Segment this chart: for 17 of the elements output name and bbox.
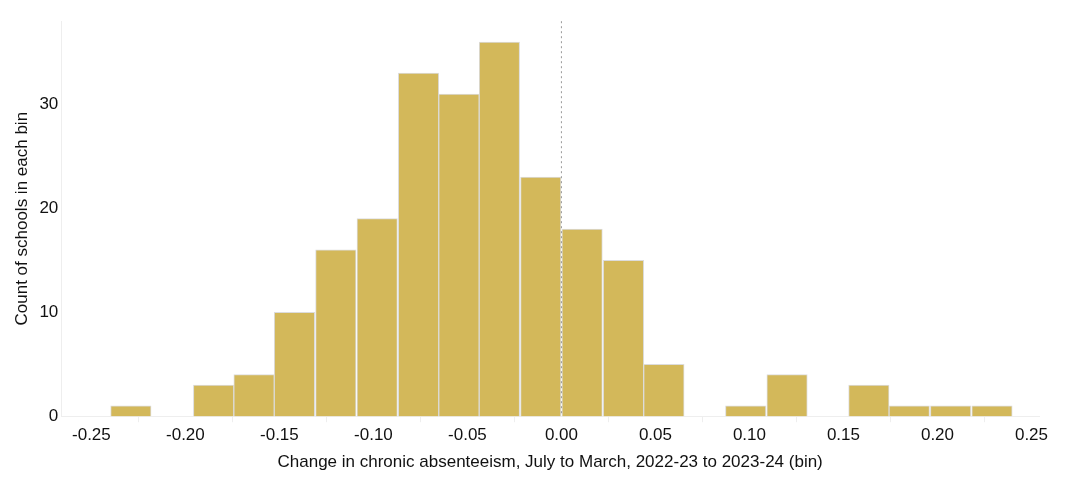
x-tick-label: -0.25 (72, 425, 111, 445)
x-tick-label: 0.25 (1014, 425, 1049, 445)
x-tick-label: 0.10 (732, 425, 766, 445)
x-tick-label: 0.00 (544, 425, 578, 445)
x-axis-title: Change in chronic absenteeism, July to March, 2022-23 to 2023-24 (bin) (277, 452, 823, 472)
x-tick-label: -0.15 (260, 425, 299, 445)
y-tick-label: 30 (39, 94, 59, 114)
y-tick-label: 0 (48, 405, 59, 425)
x-tick-label: -0.05 (448, 425, 487, 445)
x-tick-label: 0.05 (638, 425, 672, 445)
x-tick-label: -0.10 (354, 425, 393, 445)
y-axis-title: Count of schools in each bin (11, 111, 31, 326)
x-tick-label: 0.15 (826, 425, 861, 445)
x-tick-label: -0.20 (166, 425, 205, 445)
y-tick-label: 10 (39, 301, 59, 321)
x-tick-label: 0.20 (920, 425, 955, 445)
y-tick-label: 20 (39, 197, 59, 217)
